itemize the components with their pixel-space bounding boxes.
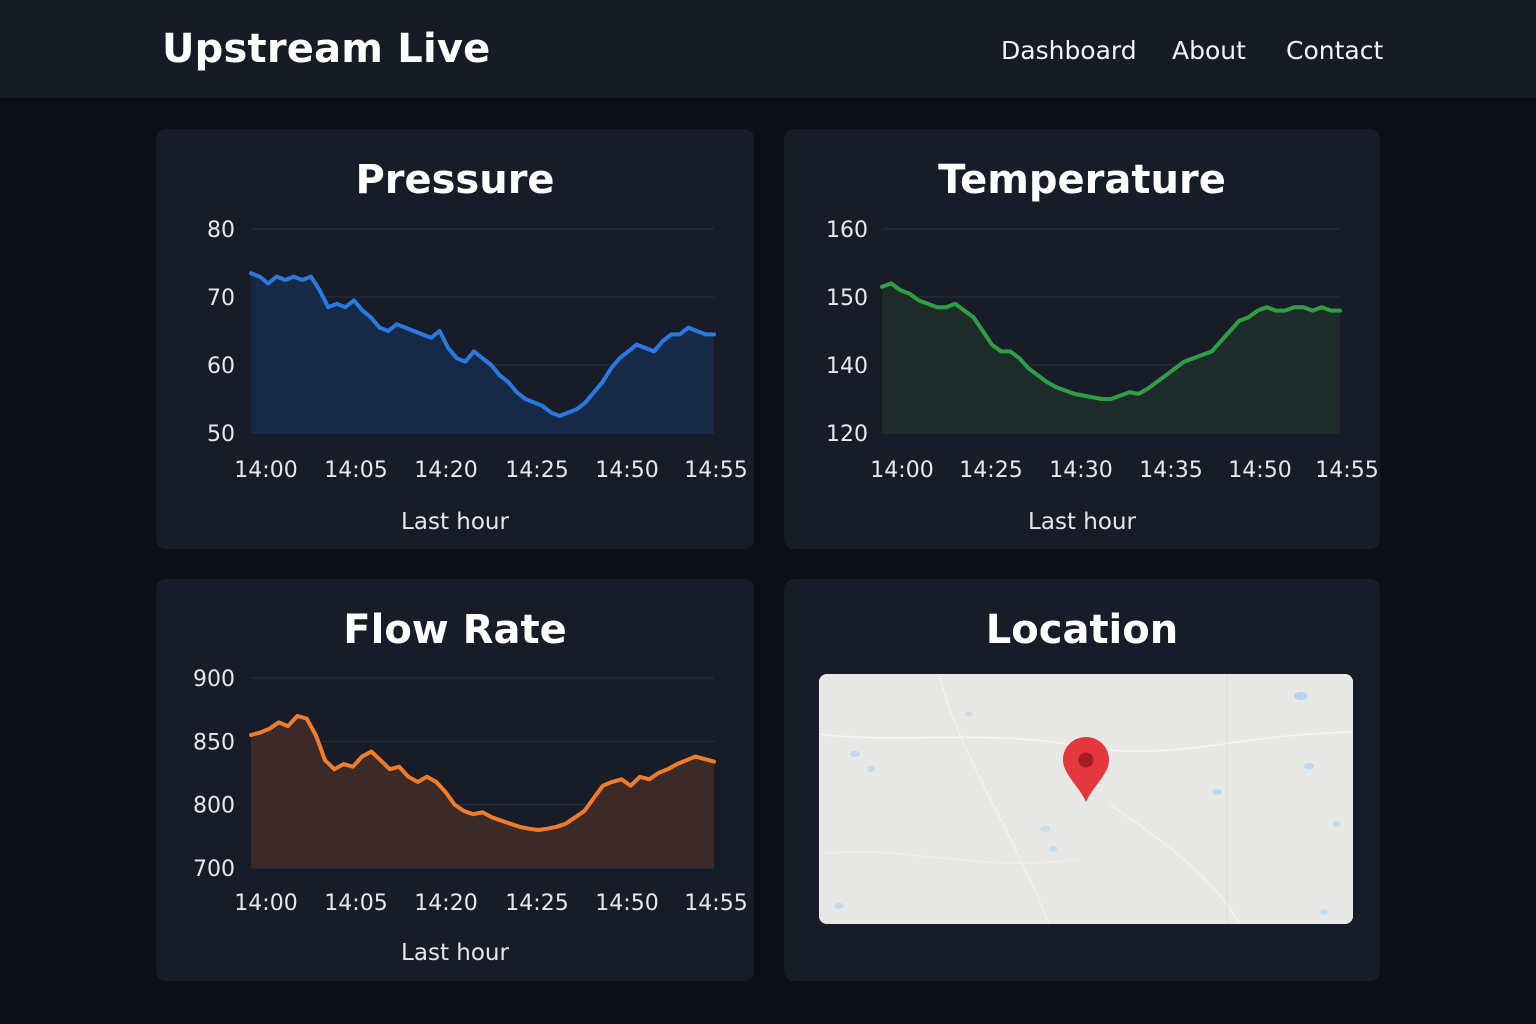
x-tick-label: 14:00 <box>234 891 297 916</box>
temperature-chart: 120 140 150 160 14:00 14:25 14:30 14:35 14:50 14:… <box>826 218 1379 535</box>
series-line <box>249 714 716 832</box>
series-area <box>882 283 1340 433</box>
nav-contact-link[interactable]: Contact <box>1286 36 1384 65</box>
y-tick-label: 900 <box>193 667 235 692</box>
x-axis-label: Last hour <box>401 940 509 966</box>
y-tick-label: 800 <box>193 794 235 819</box>
pressure-title: Pressure <box>355 157 555 203</box>
y-tick-label: 140 <box>826 354 868 379</box>
x-tick-label: 14:50 <box>1228 458 1291 483</box>
series-line <box>880 281 1342 401</box>
y-tick-label: 60 <box>207 354 235 379</box>
x-tick-label: 14:30 <box>1049 458 1112 483</box>
series-area <box>251 273 714 433</box>
y-tick-label: 850 <box>193 730 235 755</box>
y-tick-label: 50 <box>207 422 235 447</box>
location-map[interactable] <box>819 674 1353 924</box>
y-tick-label: 70 <box>207 286 235 311</box>
top-navigation-bar: Upstream Live Dashboard About Contact <box>0 0 1536 98</box>
app-title: Upstream Live <box>162 26 491 72</box>
y-tick-label: 160 <box>826 218 868 243</box>
flow-rate-title: Flow Rate <box>343 607 567 653</box>
series-line <box>249 271 716 418</box>
temperature-title: Temperature <box>938 157 1226 203</box>
series-area <box>251 716 714 868</box>
x-tick-label: 14:55 <box>684 891 747 916</box>
flow-rate-card: Flow Rate 700 800 850 900 14:00 14:05 14:20 14:… <box>156 579 754 981</box>
x-tick-label: 14:35 <box>1139 458 1202 483</box>
x-axis-label: Last hour <box>401 509 509 535</box>
location-card: Location <box>784 579 1380 981</box>
y-tick-label: 80 <box>207 218 235 243</box>
x-tick-label: 14:05 <box>324 458 387 483</box>
pressure-card: Pressure 50 60 70 80 14:00 14:05 14:20 14:25 14:… <box>156 129 754 549</box>
x-tick-label: 14:00 <box>234 458 297 483</box>
location-title: Location <box>985 607 1179 653</box>
nav-about-link[interactable]: About <box>1172 36 1246 65</box>
y-tick-label: 120 <box>826 422 868 447</box>
nav-dashboard-link[interactable]: Dashboard <box>1001 36 1137 65</box>
y-tick-label: 150 <box>826 286 868 311</box>
x-tick-label: 14:20 <box>414 891 477 916</box>
x-tick-label: 14:55 <box>684 458 747 483</box>
x-tick-label: 14:50 <box>595 458 658 483</box>
x-tick-label: 14:55 <box>1315 458 1378 483</box>
location-pin-icon[interactable] <box>1062 736 1110 804</box>
x-tick-label: 14:50 <box>595 891 658 916</box>
temperature-card: Temperature 120 140 150 160 14:00 14:25 14:30 1… <box>784 129 1380 549</box>
x-tick-label: 14:25 <box>505 458 568 483</box>
y-tick-label: 700 <box>193 857 235 882</box>
x-tick-label: 14:25 <box>505 891 568 916</box>
x-tick-label: 14:25 <box>959 458 1022 483</box>
x-tick-label: 14:20 <box>414 458 477 483</box>
x-tick-label: 14:00 <box>870 458 933 483</box>
pressure-chart: 50 60 70 80 14:00 14:05 14:20 14:25 14:50 14:55 La… <box>207 218 748 535</box>
x-axis-label: Last hour <box>1028 509 1136 535</box>
x-tick-label: 14:05 <box>324 891 387 916</box>
flow-rate-chart: 700 800 850 900 14:00 14:05 14:20 14:25 14:50 14:… <box>193 667 748 966</box>
